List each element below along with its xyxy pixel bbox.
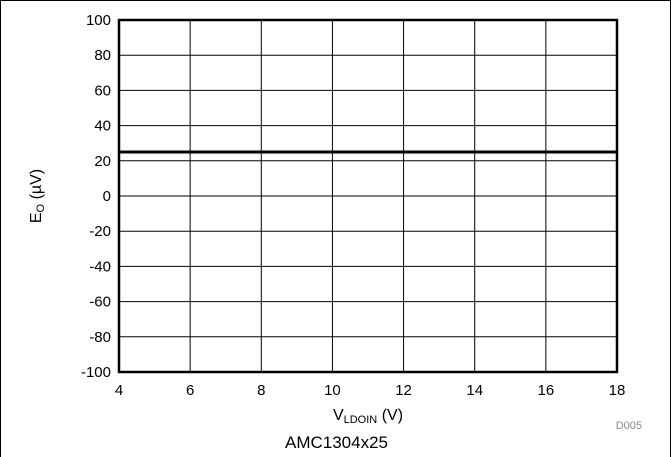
x-tick-label: 12 (395, 382, 412, 399)
x-tick-label: 6 (186, 382, 194, 399)
y-tick-label: 100 (86, 12, 111, 29)
y-axis-label: EO (µV) (28, 169, 47, 223)
y-tick-label: -20 (89, 223, 111, 240)
figure-caption: AMC1304x25 (284, 433, 388, 452)
x-tick-label: 4 (115, 382, 123, 399)
y-tick-label: 80 (94, 47, 111, 64)
y-tick-label: -40 (89, 258, 111, 275)
y-tick-label: 20 (94, 153, 111, 170)
y-tick-label: 60 (94, 82, 111, 99)
chart: 4 6 8 10 12 14 16 18 100 80 60 40 20 0 -20 -40 -60 -80 -1… (28, 12, 642, 432)
x-axis-label: VLDOIN (V) (333, 407, 403, 426)
x-axis-label-suffix: (V) (377, 407, 403, 424)
x-tick-label: 8 (257, 382, 265, 399)
x-tick-label: 16 (538, 382, 555, 399)
y-axis-label-main: E (28, 212, 45, 223)
y-tick-label: 40 (94, 118, 111, 135)
x-axis-label-sub: LDOIN (344, 414, 378, 426)
y-tick-label: 0 (103, 188, 111, 205)
grid (119, 20, 617, 372)
x-axis-label-main: V (333, 407, 344, 424)
x-tick-label: 10 (324, 382, 341, 399)
y-tick-label: -100 (81, 364, 111, 381)
plot-area-border (117, 18, 619, 374)
y-tick-label: -60 (89, 294, 111, 311)
x-tick-label: 14 (466, 382, 483, 399)
y-tick-labels: 100 80 60 40 20 0 -20 -40 -60 -80 -100 (81, 12, 111, 381)
figure-id: D005 (616, 420, 642, 432)
x-tick-label: 18 (609, 382, 626, 399)
x-tick-labels: 4 6 8 10 12 14 16 18 (115, 382, 626, 399)
y-axis-label-suffix: (µV) (28, 169, 45, 204)
y-axis-label-sub: O (35, 203, 47, 212)
y-tick-label: -80 (89, 329, 111, 346)
